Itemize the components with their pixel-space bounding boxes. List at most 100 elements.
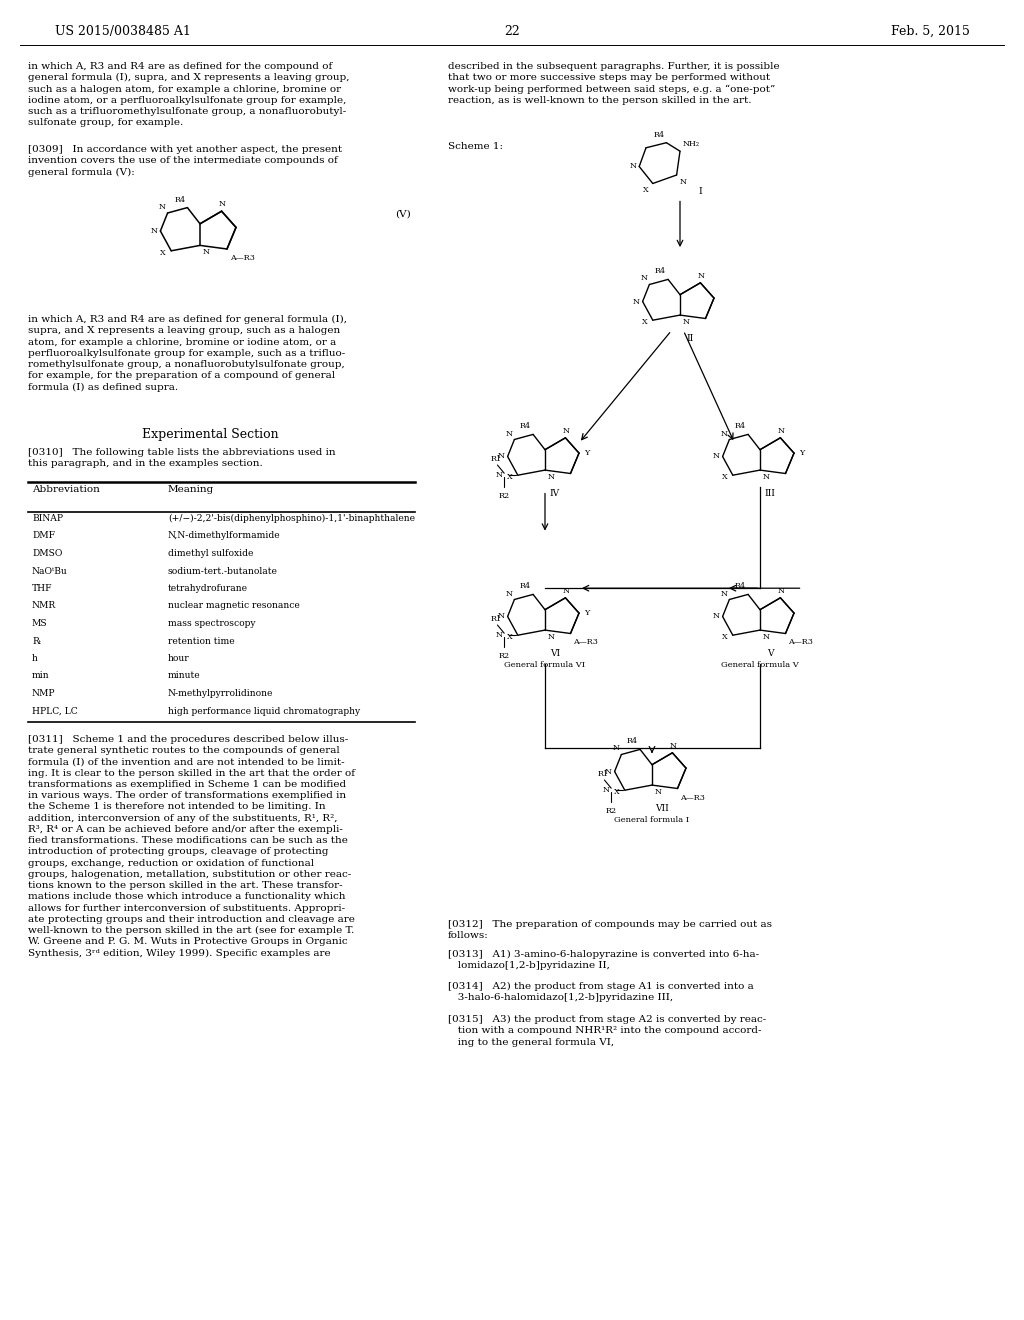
Text: described in the subsequent paragraphs. Further, it is possible
that two or more: described in the subsequent paragraphs. … [449, 62, 779, 106]
Text: N-methylpyrrolidinone: N-methylpyrrolidinone [168, 689, 273, 698]
Text: dimethyl sulfoxide: dimethyl sulfoxide [168, 549, 253, 558]
Text: X: X [507, 634, 513, 642]
Text: R2: R2 [499, 492, 510, 500]
Text: R2: R2 [499, 652, 510, 660]
Text: N: N [763, 634, 770, 642]
Text: NMP: NMP [32, 689, 55, 698]
Text: N: N [159, 203, 166, 211]
Text: DMF: DMF [32, 532, 55, 540]
Text: II: II [686, 334, 693, 343]
Text: N: N [633, 297, 640, 305]
Text: sodium-tert.-butanolate: sodium-tert.-butanolate [168, 566, 278, 576]
Text: General formula I: General formula I [614, 816, 689, 824]
Text: N: N [778, 587, 785, 595]
Text: N: N [640, 275, 647, 282]
Text: N: N [680, 178, 687, 186]
Text: VII: VII [655, 804, 669, 813]
Text: N: N [548, 473, 555, 480]
Text: N: N [721, 429, 727, 437]
Text: I: I [698, 187, 701, 195]
Text: BINAP: BINAP [32, 513, 63, 523]
Text: THF: THF [32, 583, 52, 593]
Text: V: V [767, 648, 773, 657]
Text: N: N [670, 742, 677, 750]
Text: A—R3: A—R3 [788, 639, 813, 647]
Text: Feb. 5, 2015: Feb. 5, 2015 [891, 25, 970, 38]
Text: N: N [498, 612, 505, 620]
Text: R1: R1 [598, 771, 609, 779]
Text: A—R3: A—R3 [230, 253, 255, 261]
Text: N: N [563, 587, 570, 595]
Text: X: X [614, 788, 620, 796]
Text: N: N [219, 201, 226, 209]
Text: N: N [151, 227, 158, 235]
Text: N: N [629, 162, 636, 170]
Text: N: N [721, 590, 727, 598]
Text: NaOᵗBu: NaOᵗBu [32, 566, 68, 576]
Text: [0311]   Scheme 1 and the procedures described below illus-
trate general synthe: [0311] Scheme 1 and the procedures descr… [28, 735, 355, 958]
Text: X: X [642, 318, 648, 326]
Text: HPLC, LC: HPLC, LC [32, 706, 78, 715]
Text: in which A, R3 and R4 are as defined for general formula (I),
supra, and X repre: in which A, R3 and R4 are as defined for… [28, 315, 347, 392]
Text: high performance liquid chromatography: high performance liquid chromatography [168, 706, 360, 715]
Text: R2: R2 [605, 808, 616, 816]
Text: [0315]   A3) the product from stage A2 is converted by reac-
   tion with a comp: [0315] A3) the product from stage A2 is … [449, 1015, 766, 1047]
Text: tetrahydrofurane: tetrahydrofurane [168, 583, 248, 593]
Text: Experimental Section: Experimental Section [141, 428, 279, 441]
Text: A—R3: A—R3 [681, 793, 706, 801]
Text: N: N [763, 473, 770, 480]
Text: Y: Y [799, 449, 805, 457]
Text: N: N [506, 429, 512, 437]
Text: Scheme 1:: Scheme 1: [449, 143, 503, 150]
Text: NMR: NMR [32, 602, 56, 610]
Text: N: N [496, 631, 502, 639]
Text: X: X [643, 186, 649, 194]
Text: mass spectroscopy: mass spectroscopy [168, 619, 256, 628]
Text: Meaning: Meaning [168, 484, 214, 494]
Text: [0312]   The preparation of compounds may be carried out as
follows:: [0312] The preparation of compounds may … [449, 920, 772, 940]
Text: DMSO: DMSO [32, 549, 62, 558]
Text: in which A, R3 and R4 are as defined for the compound of
general formula (I), su: in which A, R3 and R4 are as defined for… [28, 62, 349, 127]
Text: Y: Y [584, 609, 590, 618]
Text: N: N [713, 453, 720, 461]
Text: X: X [507, 473, 513, 482]
Text: IV: IV [550, 488, 560, 498]
Text: Abbreviation: Abbreviation [32, 484, 100, 494]
Text: (V): (V) [395, 210, 411, 219]
Text: US 2015/0038485 A1: US 2015/0038485 A1 [55, 25, 190, 38]
Text: N: N [604, 767, 611, 776]
Text: retention time: retention time [168, 636, 234, 645]
Text: R1: R1 [492, 615, 502, 623]
Text: hour: hour [168, 653, 189, 663]
Text: R4: R4 [653, 131, 665, 139]
Text: R4: R4 [735, 582, 746, 590]
Text: X: X [722, 473, 728, 482]
Text: h: h [32, 653, 38, 663]
Text: N: N [778, 426, 785, 434]
Text: [0313]   A1) 3-amino-6-halopyrazine is converted into 6-ha-
   lomidazo[1,2-b]py: [0313] A1) 3-amino-6-halopyrazine is con… [449, 950, 759, 970]
Text: N: N [655, 788, 662, 796]
Text: NH₂: NH₂ [683, 140, 700, 148]
Text: R4: R4 [627, 738, 638, 746]
Text: [0310]   The following table lists the abbreviations used in
this paragraph, and: [0310] The following table lists the abb… [28, 447, 336, 469]
Text: N: N [698, 272, 705, 280]
Text: [0314]   A2) the product from stage A1 is converted into a
   3-halo-6-halomidaz: [0314] A2) the product from stage A1 is … [449, 982, 754, 1002]
Text: III: III [765, 488, 775, 498]
Text: N: N [496, 471, 502, 479]
Text: 22: 22 [504, 25, 520, 38]
Text: General formula VI: General formula VI [505, 660, 586, 669]
Text: N: N [602, 787, 609, 795]
Text: N: N [563, 426, 570, 434]
Text: X: X [722, 634, 728, 642]
Text: Y: Y [584, 449, 590, 457]
Text: N: N [498, 453, 505, 461]
Text: N: N [683, 318, 690, 326]
Text: R4: R4 [655, 268, 666, 276]
Text: minute: minute [168, 672, 201, 681]
Text: [0309]   In accordance with yet another aspect, the present
invention covers the: [0309] In accordance with yet another as… [28, 145, 342, 177]
Text: R4: R4 [520, 422, 531, 430]
Text: R4: R4 [520, 582, 531, 590]
Text: N: N [713, 612, 720, 620]
Text: R1: R1 [492, 455, 502, 463]
Text: N,N-dimethylformamide: N,N-dimethylformamide [168, 532, 281, 540]
